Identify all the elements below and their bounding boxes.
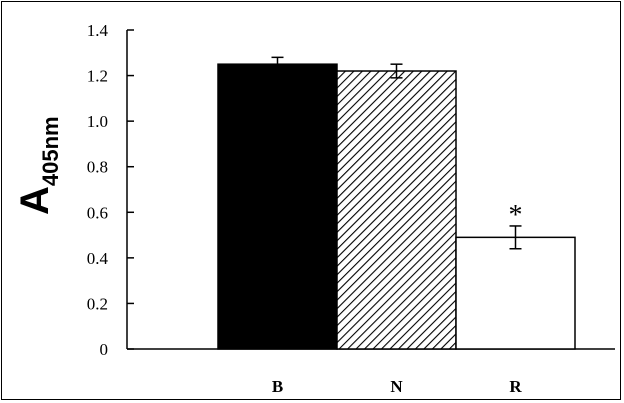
y-tick-label: 1.2 bbox=[87, 67, 108, 86]
error-bar-N bbox=[390, 63, 403, 79]
y-tick-label: 1.4 bbox=[87, 21, 109, 40]
y-tick-label: 0 bbox=[100, 340, 109, 359]
error-bars bbox=[271, 56, 522, 250]
y-axis-title: A405nm bbox=[13, 116, 63, 215]
category-label-B: B bbox=[272, 377, 283, 396]
bars bbox=[217, 63, 576, 350]
y-axis-title-sub: 405nm bbox=[38, 116, 63, 186]
y-tick-label: 0.4 bbox=[87, 249, 109, 268]
svg-text:A405nm: A405nm bbox=[13, 116, 63, 215]
error-bar-B bbox=[271, 56, 284, 72]
y-tick-label: 0.6 bbox=[87, 203, 108, 222]
y-tick-label: 0.2 bbox=[87, 294, 108, 313]
bar-R bbox=[455, 236, 576, 350]
bar-N bbox=[336, 70, 457, 350]
error-bar-R bbox=[509, 225, 522, 250]
bar-B bbox=[217, 63, 338, 350]
y-tick-label: 0.8 bbox=[87, 158, 108, 177]
annotations: * bbox=[509, 200, 523, 231]
y-axis-title-main: A bbox=[13, 186, 57, 215]
category-label-R: R bbox=[509, 377, 522, 396]
significance-marker: * bbox=[509, 200, 523, 231]
y-tick-label: 1.0 bbox=[87, 112, 108, 131]
y-tick-labels: 0 0.2 0.4 0.6 0.8 1.0 1.2 1.4 bbox=[87, 21, 134, 359]
category-label-N: N bbox=[390, 377, 403, 396]
